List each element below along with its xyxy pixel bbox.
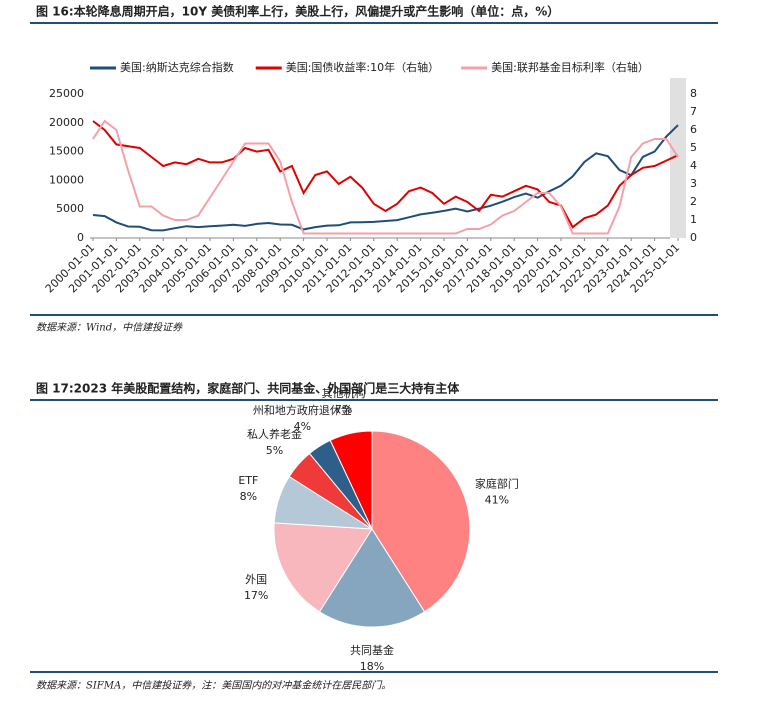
pie-slice: [329, 430, 373, 530]
slice-label: 州和地方政府退休金: [253, 403, 352, 417]
slice-label: 其他机构: [322, 386, 366, 400]
slice-value: 18%: [360, 660, 384, 673]
slice-value: 8%: [240, 490, 257, 503]
slice-label: 家庭部门: [475, 477, 519, 491]
y-tick-label: 5000: [56, 202, 84, 215]
pie-slice: [371, 430, 471, 613]
y-tick-label: 15000: [49, 145, 84, 158]
figure-title: 图 17:2023 年美股配置结构，家庭部门、共同基金、外国部门是三大持有主体: [36, 381, 460, 396]
pie-slice: [273, 522, 373, 613]
slice-label: 外国: [245, 573, 267, 586]
legend-label: 美国:纳斯达克综合指数: [120, 60, 234, 74]
slice-value: 5%: [266, 444, 283, 457]
y-tick-label: 10000: [49, 173, 84, 186]
slice-value: 4%: [294, 420, 311, 433]
y2-tick-label: 0: [690, 231, 697, 244]
y-tick-label: 20000: [49, 116, 84, 129]
y2-tick-label: 5: [690, 141, 697, 154]
shade: [670, 78, 686, 238]
legend-label: 美国:国债收益率:10年（右轴）: [286, 60, 439, 74]
series-line: [92, 120, 679, 229]
y2-tick-label: 2: [690, 195, 697, 208]
y2-tick-label: 1: [690, 213, 697, 226]
y2-tick-label: 8: [690, 87, 697, 100]
slice-value: 17%: [244, 589, 268, 602]
slice-label: ETF: [238, 474, 258, 487]
slice-value: 41%: [485, 494, 509, 507]
pie-slice: [318, 528, 426, 628]
y2-tick-label: 4: [690, 159, 697, 172]
y2-tick-label: 3: [690, 177, 697, 190]
figure-title: 图 16:本轮降息周期开启，10Y 美债利率上行，美股上行，风偏提升或产生影响（…: [36, 4, 559, 19]
slice-label: 私人养老金: [247, 427, 302, 441]
y-tick-label: 0: [77, 231, 84, 244]
series-line: [92, 124, 679, 232]
y2-tick-label: 6: [690, 123, 697, 136]
source: 数据来源：SIFMA，中信建投证券，注：美国国内的对冲基金统计在居民部门。: [36, 680, 391, 692]
y-tick-label: 25000: [49, 87, 84, 100]
y2-tick-label: 7: [690, 105, 697, 118]
legend-label: 美国:联邦基金目标利率（右轴）: [491, 60, 649, 74]
slice-label: 共同基金: [350, 643, 394, 657]
source: 数据来源：Wind，中信建投证券: [36, 322, 183, 334]
slice-value: 7%: [335, 403, 352, 416]
series-line: [92, 119, 679, 235]
